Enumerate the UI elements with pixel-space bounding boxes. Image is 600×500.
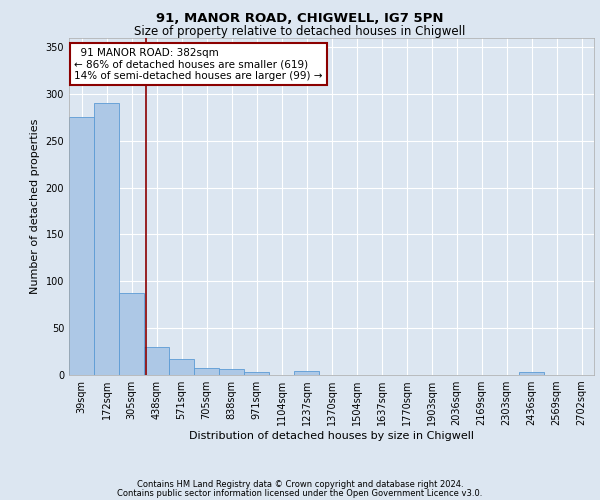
Bar xyxy=(119,292,144,375)
Bar xyxy=(94,103,119,375)
Text: Size of property relative to detached houses in Chigwell: Size of property relative to detached ho… xyxy=(134,25,466,38)
Bar xyxy=(294,371,319,375)
Text: 91 MANOR ROAD: 382sqm
← 86% of detached houses are smaller (619)
14% of semi-det: 91 MANOR ROAD: 382sqm ← 86% of detached … xyxy=(74,48,323,81)
Bar xyxy=(169,359,194,375)
Bar xyxy=(144,347,169,375)
Bar xyxy=(519,372,544,375)
Y-axis label: Number of detached properties: Number of detached properties xyxy=(30,118,40,294)
Text: Contains HM Land Registry data © Crown copyright and database right 2024.: Contains HM Land Registry data © Crown c… xyxy=(137,480,463,489)
Bar xyxy=(244,372,269,375)
Bar xyxy=(219,370,244,375)
Bar xyxy=(69,117,94,375)
Bar xyxy=(194,368,219,375)
Text: 91, MANOR ROAD, CHIGWELL, IG7 5PN: 91, MANOR ROAD, CHIGWELL, IG7 5PN xyxy=(156,12,444,26)
X-axis label: Distribution of detached houses by size in Chigwell: Distribution of detached houses by size … xyxy=(189,431,474,441)
Text: Contains public sector information licensed under the Open Government Licence v3: Contains public sector information licen… xyxy=(118,488,482,498)
